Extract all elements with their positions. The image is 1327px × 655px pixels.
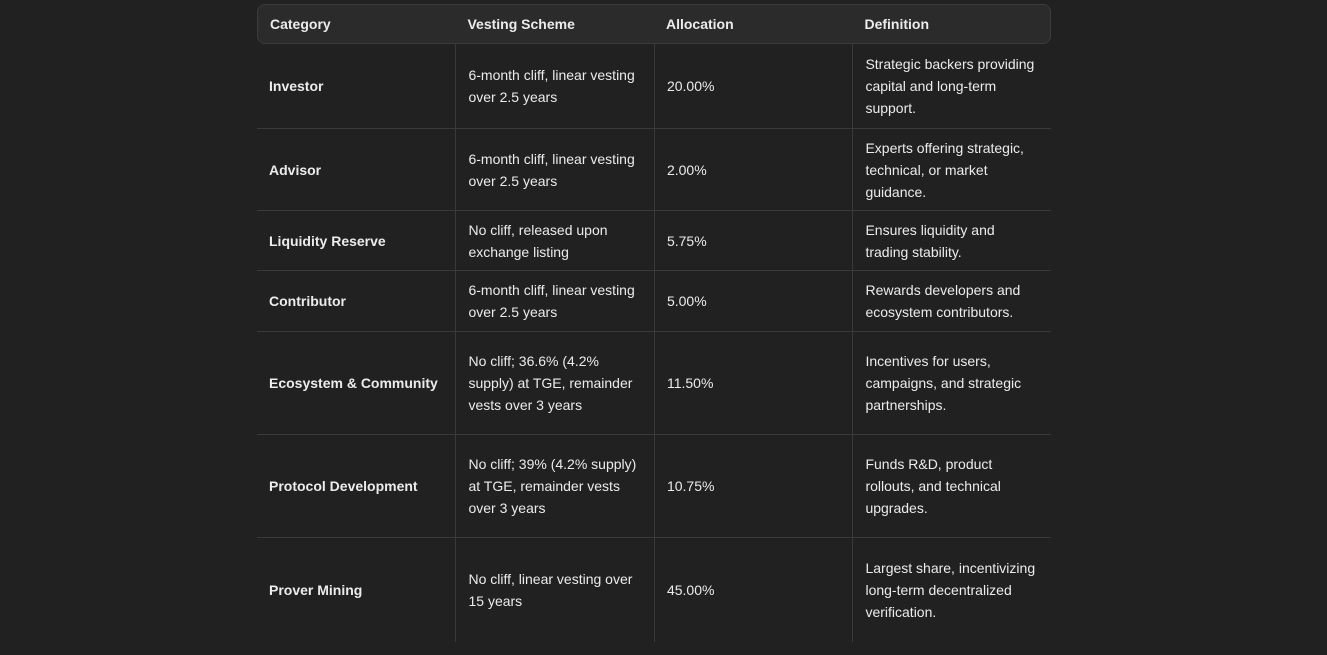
table-cell: 5.00% bbox=[653, 271, 853, 332]
table-cell: Prover Mining bbox=[269, 582, 363, 598]
table-cell: Investor bbox=[257, 44, 456, 129]
table-cell: Incentives for users, campaigns, and str… bbox=[852, 332, 1051, 435]
table-row: Ecosystem & Community No cliff; 36.6% (4.… bbox=[257, 332, 1051, 435]
table-cell: 5.75% bbox=[653, 211, 853, 271]
table-cell: Largest share, incentivizing long-term d… bbox=[852, 538, 1051, 642]
table-cell: 6-month cliff, linear vesting over 2.5 y… bbox=[455, 271, 654, 332]
table-row: Advisor 6-month cliff, linear vesting ove… bbox=[257, 129, 1051, 211]
header-row: Category Vesting Scheme Allocation Definiti… bbox=[257, 4, 1051, 44]
allocation-table: Category Vesting Scheme Allocation Definiti… bbox=[257, 4, 1051, 642]
table-row: Contributor 6-month cliff, linear vesting… bbox=[257, 271, 1051, 332]
table-cell: 2.00% bbox=[653, 129, 853, 211]
table-cell: Rewards developers and ecosystem contrib… bbox=[852, 271, 1051, 332]
column-header: Category bbox=[257, 4, 456, 44]
table-cell: 45.00% bbox=[653, 538, 852, 642]
table-cell: 6-month cliff, linear vesting over 2.5 y… bbox=[455, 129, 654, 211]
table-cell: Advisor bbox=[257, 129, 456, 211]
table-row: Liquidity Reserve No cliff, released upon… bbox=[257, 211, 1051, 271]
column-header: Allocation bbox=[653, 4, 853, 44]
table-cell: 20.00% bbox=[653, 44, 853, 129]
table-row: Prover Mining No cliff, linear vesting ov… bbox=[257, 538, 1051, 642]
table-cell: No cliff, linear vesting over 15 years bbox=[455, 538, 653, 642]
table-cell: Experts offering strategic, technical, o… bbox=[852, 129, 1051, 211]
table-cell: Funds R&D, product rollouts, and technic… bbox=[852, 435, 1051, 538]
table-cell: No cliff, released upon exchange listing bbox=[455, 211, 654, 271]
table-container: Category Vesting Scheme Allocation Definiti… bbox=[257, 4, 1051, 642]
table-cell: Protocol Development bbox=[257, 435, 456, 538]
table-cell: Contributor bbox=[257, 271, 456, 332]
column-header: Vesting Scheme bbox=[455, 4, 654, 44]
table-cell: 11.50% bbox=[653, 332, 853, 435]
table-row: Protocol Development No cliff; 39% (4.2% … bbox=[257, 435, 1051, 538]
table-cell: Liquidity Reserve bbox=[257, 211, 456, 271]
column-header: Definition bbox=[852, 4, 1051, 44]
table-cell: No cliff; 36.6% (4.2% supply) at TGE, re… bbox=[455, 332, 654, 435]
table-cell: 6-month cliff, linear vesting over 2.5 y… bbox=[455, 44, 654, 129]
table-cell: Strategic backers providing capital and … bbox=[852, 44, 1051, 129]
table-cell: No cliff; 39% (4.2% supply) at TGE, rema… bbox=[455, 435, 654, 538]
table-row: Investor 6-month cliff, linear vesting ov… bbox=[257, 44, 1051, 129]
table-cell: 10.75% bbox=[653, 435, 853, 538]
table-cell: Ensures liquidity and trading stability. bbox=[852, 211, 1051, 271]
table-cell: Ecosystem & Community bbox=[257, 332, 456, 435]
